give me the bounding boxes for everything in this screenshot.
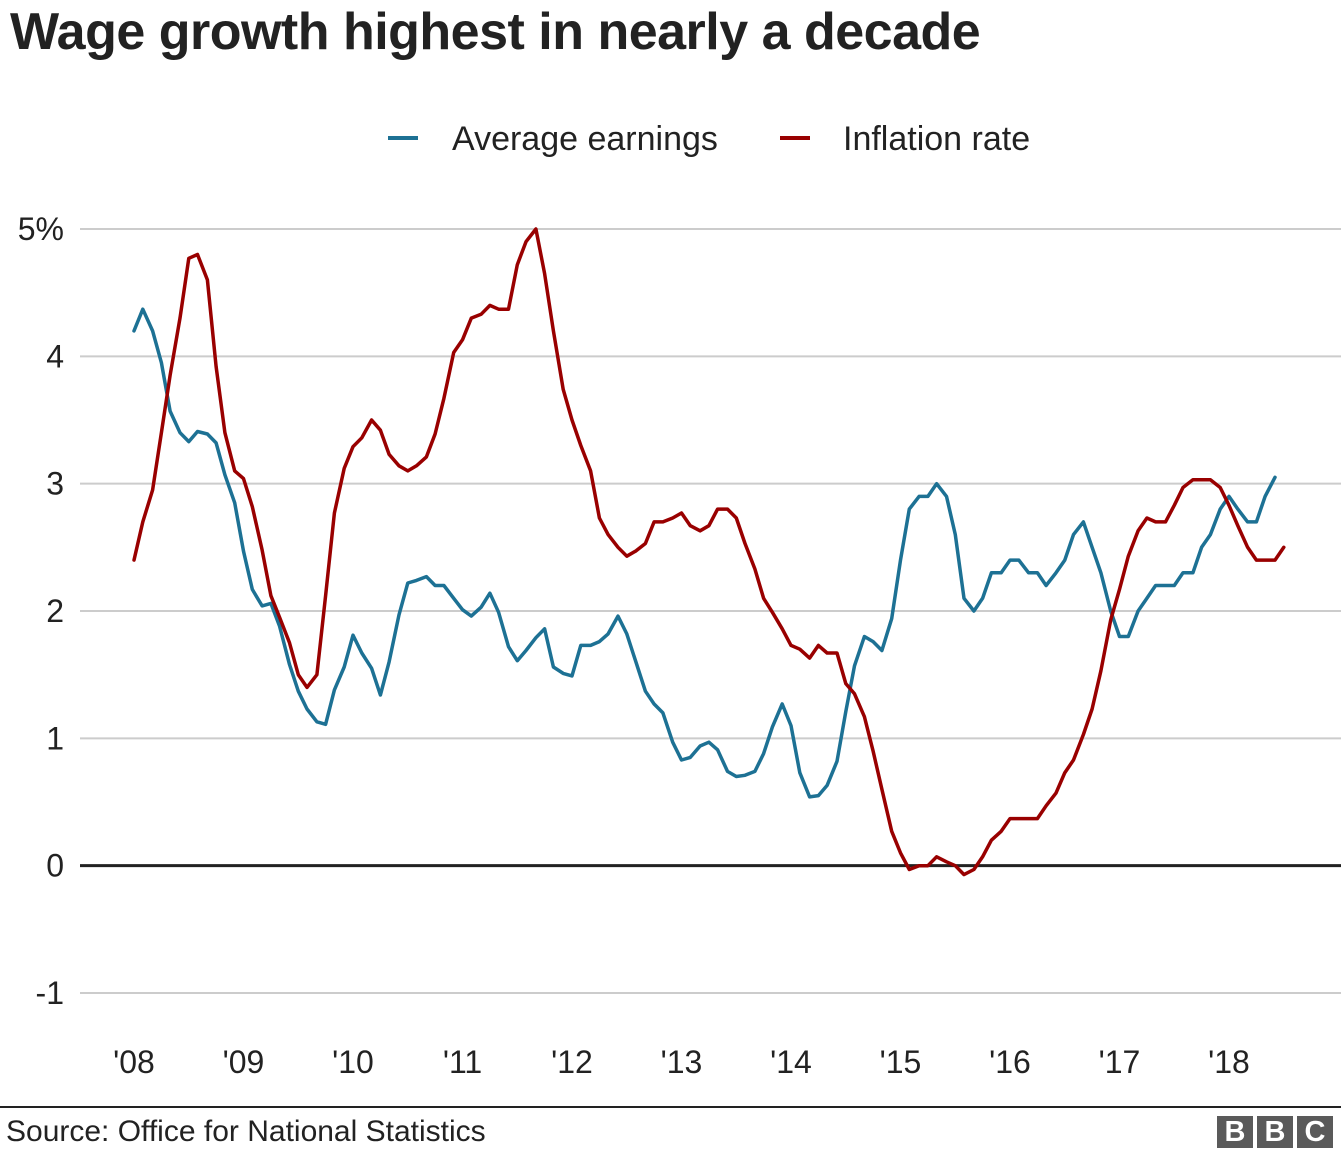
- y-tick-label: 0: [46, 848, 64, 884]
- x-tick-label: '17: [1099, 1044, 1141, 1080]
- y-tick-label: -1: [36, 975, 64, 1011]
- legend-label: Inflation rate: [843, 120, 1030, 158]
- y-tick-label: 2: [46, 593, 64, 629]
- average-earnings-line: [132, 307, 1277, 799]
- footer-divider: [0, 1106, 1341, 1108]
- gridlines: [80, 228, 1341, 994]
- y-tick-label: 1: [46, 720, 64, 756]
- legend-label: Average earnings: [452, 120, 718, 158]
- x-tick-label: '09: [223, 1044, 265, 1080]
- bbc-logo: B B C: [1217, 1116, 1333, 1148]
- y-tick-label: 4: [46, 338, 64, 374]
- x-tick-label: '14: [770, 1044, 812, 1080]
- chart-title: Wage growth highest in nearly a decade: [10, 3, 981, 61]
- y-axis-ticks: 5% 4 3 2 1 0 -1: [18, 211, 64, 1011]
- inflation-rate-line: [132, 227, 1286, 877]
- source-note: Source: Office for National Statistics: [6, 1115, 486, 1148]
- series-lines: [132, 227, 1286, 877]
- legend: Average earnings Inflation rate: [388, 120, 1030, 158]
- line-chart: 5% 4 3 2 1 0 -1 '08 '09 '10 '11 '12 '13 '14 '15 '16 '17…: [18, 120, 1341, 1080]
- x-tick-label: '10: [332, 1044, 374, 1080]
- x-tick-label: '08: [113, 1044, 155, 1080]
- bbc-logo-letter: B: [1217, 1116, 1253, 1148]
- x-tick-label: '18: [1208, 1044, 1250, 1080]
- y-tick-label: 3: [46, 466, 64, 502]
- x-tick-label: '11: [443, 1044, 482, 1080]
- y-tick-label: 5%: [18, 211, 64, 247]
- bbc-logo-letter: C: [1297, 1116, 1333, 1148]
- x-axis-ticks: '08 '09 '10 '11 '12 '13 '14 '15 '16 '17 '18: [113, 1044, 1250, 1080]
- bbc-logo-letter: B: [1257, 1116, 1293, 1148]
- x-tick-label: '15: [880, 1044, 922, 1080]
- x-tick-label: '16: [989, 1044, 1031, 1080]
- x-tick-label: '12: [551, 1044, 593, 1080]
- x-tick-label: '13: [661, 1044, 703, 1080]
